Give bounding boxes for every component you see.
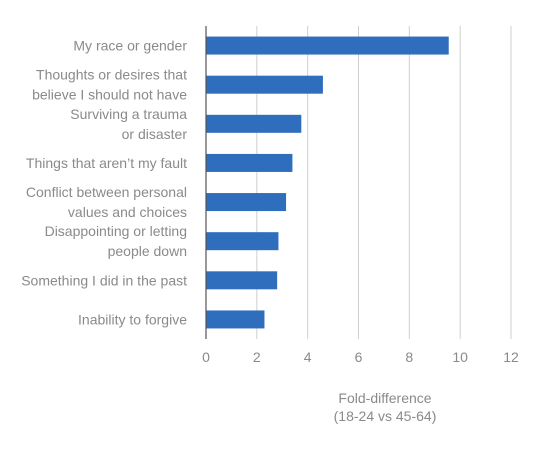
category-labels: My race or gender Thoughts or desires tha… <box>21 38 187 328</box>
category-label-line: Things that aren’t my fault <box>26 155 187 171</box>
bar <box>206 153 293 172</box>
category-label: Surviving a trauma or disaster <box>70 106 187 142</box>
category-label: My race or gender <box>73 38 187 54</box>
x-axis-title-line: (18-24 vs 45-64) <box>334 408 437 424</box>
x-tick-label: 12 <box>503 349 519 365</box>
bar <box>206 36 449 55</box>
category-label: Conflict between personal values and choi… <box>26 184 187 220</box>
bar <box>206 75 323 94</box>
bar <box>206 310 265 329</box>
category-label-line: Something I did in the past <box>21 272 187 288</box>
bar <box>206 193 287 212</box>
x-tick-label: 6 <box>355 349 363 365</box>
category-label: Disappointing or letting people down <box>45 223 187 259</box>
category-label: Thoughts or desires that believe I should… <box>32 67 187 103</box>
category-label: Inability to forgive <box>78 311 187 327</box>
category-label-line: Conflict between personal <box>26 184 187 200</box>
bars <box>206 36 449 329</box>
category-label: Something I did in the past <box>21 272 187 288</box>
x-tick-label: 4 <box>304 349 312 365</box>
bar <box>206 271 278 290</box>
category-label-line: believe I should not have <box>32 87 187 103</box>
x-tick-label: 10 <box>452 349 468 365</box>
category-label-line: people down <box>108 243 187 259</box>
category-label-line: Surviving a trauma <box>70 106 187 122</box>
x-tick-label: 0 <box>202 349 210 365</box>
x-tick-label: 2 <box>253 349 261 365</box>
category-label-line: values and choices <box>68 204 187 220</box>
category-label-line: or disaster <box>122 126 188 142</box>
x-tick-label: 8 <box>405 349 413 365</box>
category-label-line: Thoughts or desires that <box>36 67 187 83</box>
gridlines <box>256 26 512 339</box>
category-label-line: Inability to forgive <box>78 311 187 327</box>
bar <box>206 114 302 133</box>
category-label-line: My race or gender <box>73 38 187 54</box>
axis-title: Fold-difference (18-24 vs 45-64) <box>334 390 437 424</box>
x-axis-title: Fold-difference (18-24 vs 45-64) <box>334 390 437 424</box>
category-label: Things that aren’t my fault <box>26 155 187 171</box>
x-axis-title-line: Fold-difference <box>338 390 431 406</box>
category-label-line: Disappointing or letting <box>45 223 187 239</box>
bar <box>206 232 279 251</box>
tick-labels: 0 2 4 6 8 10 12 <box>202 349 519 365</box>
